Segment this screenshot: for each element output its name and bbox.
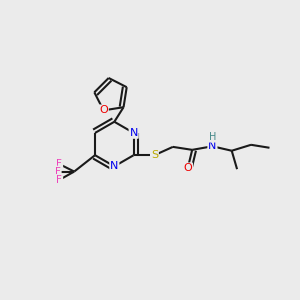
Text: O: O — [99, 105, 108, 116]
Text: O: O — [183, 163, 192, 173]
Text: N: N — [130, 128, 138, 138]
Text: N: N — [110, 161, 118, 171]
Text: H: H — [209, 132, 217, 142]
Text: F: F — [56, 159, 62, 169]
Text: F: F — [56, 175, 62, 185]
Text: N: N — [208, 141, 217, 151]
Text: F: F — [55, 167, 61, 176]
Text: S: S — [151, 150, 158, 160]
